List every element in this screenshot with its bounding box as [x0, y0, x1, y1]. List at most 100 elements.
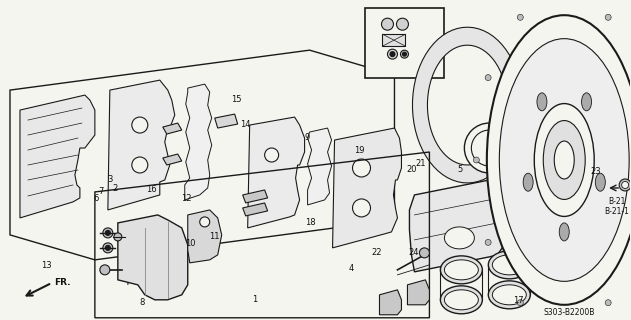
- Ellipse shape: [587, 148, 631, 208]
- Text: 8: 8: [139, 298, 144, 307]
- Text: 24: 24: [409, 248, 419, 257]
- Circle shape: [473, 157, 480, 163]
- Circle shape: [264, 148, 279, 162]
- Text: 5: 5: [457, 165, 463, 174]
- Circle shape: [390, 52, 395, 57]
- Text: 21: 21: [416, 159, 426, 168]
- Polygon shape: [307, 128, 331, 205]
- Polygon shape: [410, 178, 511, 272]
- Circle shape: [517, 14, 523, 20]
- Ellipse shape: [622, 181, 628, 188]
- Circle shape: [593, 137, 602, 147]
- Circle shape: [596, 150, 606, 160]
- Text: FR.: FR.: [54, 278, 70, 287]
- Text: 12: 12: [180, 194, 191, 203]
- Circle shape: [420, 248, 430, 258]
- Circle shape: [403, 52, 406, 56]
- Polygon shape: [108, 80, 175, 210]
- Polygon shape: [333, 128, 401, 248]
- Ellipse shape: [471, 130, 507, 166]
- Ellipse shape: [492, 285, 526, 305]
- Text: 6: 6: [93, 194, 98, 203]
- Ellipse shape: [440, 256, 482, 284]
- Ellipse shape: [492, 255, 526, 275]
- Circle shape: [105, 230, 110, 236]
- Circle shape: [517, 300, 523, 306]
- Text: 3: 3: [108, 175, 113, 184]
- Text: 4: 4: [349, 264, 354, 273]
- Polygon shape: [243, 190, 268, 203]
- Polygon shape: [243, 203, 268, 216]
- Circle shape: [605, 14, 611, 20]
- Polygon shape: [379, 290, 401, 315]
- Polygon shape: [215, 114, 238, 128]
- Ellipse shape: [525, 81, 563, 119]
- Polygon shape: [118, 215, 188, 300]
- Ellipse shape: [612, 173, 622, 183]
- Text: 18: 18: [305, 218, 316, 227]
- Circle shape: [382, 18, 394, 30]
- Text: 7: 7: [98, 188, 103, 196]
- Text: S303-B2200B: S303-B2200B: [543, 308, 595, 317]
- Ellipse shape: [619, 179, 631, 191]
- Ellipse shape: [559, 223, 569, 241]
- Text: 13: 13: [40, 261, 51, 270]
- Ellipse shape: [543, 121, 585, 199]
- Circle shape: [586, 182, 596, 192]
- Text: 16: 16: [146, 185, 156, 194]
- Circle shape: [485, 239, 491, 245]
- Polygon shape: [163, 123, 182, 134]
- Text: 9: 9: [305, 133, 310, 142]
- Text: 20: 20: [406, 165, 416, 174]
- Ellipse shape: [594, 155, 631, 201]
- Circle shape: [401, 50, 408, 58]
- Text: 2: 2: [112, 184, 117, 193]
- Ellipse shape: [530, 86, 558, 114]
- Text: 15: 15: [231, 95, 242, 104]
- Text: 10: 10: [185, 239, 196, 248]
- Ellipse shape: [488, 281, 530, 309]
- Ellipse shape: [607, 168, 627, 188]
- Polygon shape: [413, 27, 519, 183]
- Circle shape: [114, 233, 122, 241]
- Circle shape: [628, 150, 631, 160]
- Text: 14: 14: [240, 120, 251, 129]
- Circle shape: [612, 201, 622, 211]
- Circle shape: [132, 117, 148, 133]
- Text: B-21: B-21: [608, 197, 626, 206]
- Polygon shape: [382, 34, 406, 46]
- Circle shape: [132, 157, 148, 173]
- Ellipse shape: [464, 123, 514, 173]
- Circle shape: [353, 159, 370, 177]
- Ellipse shape: [534, 90, 554, 110]
- Circle shape: [387, 49, 398, 59]
- Circle shape: [353, 199, 370, 217]
- Ellipse shape: [488, 251, 530, 279]
- Polygon shape: [10, 50, 394, 260]
- Circle shape: [612, 172, 622, 182]
- Polygon shape: [20, 95, 95, 218]
- Ellipse shape: [487, 15, 631, 305]
- Ellipse shape: [444, 260, 478, 280]
- Ellipse shape: [595, 173, 605, 191]
- Circle shape: [105, 245, 110, 250]
- Ellipse shape: [523, 173, 533, 191]
- Circle shape: [605, 300, 611, 306]
- Text: 19: 19: [354, 146, 365, 155]
- Polygon shape: [188, 210, 221, 263]
- Bar: [365, 8, 444, 78]
- Text: B-21-1: B-21-1: [604, 207, 630, 216]
- Circle shape: [103, 243, 113, 253]
- Circle shape: [485, 75, 491, 81]
- Text: 11: 11: [209, 232, 220, 241]
- Ellipse shape: [444, 227, 475, 249]
- Text: 22: 22: [372, 248, 382, 257]
- Text: 23: 23: [590, 167, 601, 176]
- Circle shape: [200, 217, 209, 227]
- Ellipse shape: [582, 93, 591, 111]
- Polygon shape: [540, 185, 599, 298]
- Polygon shape: [408, 280, 430, 305]
- Circle shape: [103, 228, 113, 238]
- Text: 17: 17: [513, 296, 524, 305]
- Polygon shape: [163, 154, 182, 165]
